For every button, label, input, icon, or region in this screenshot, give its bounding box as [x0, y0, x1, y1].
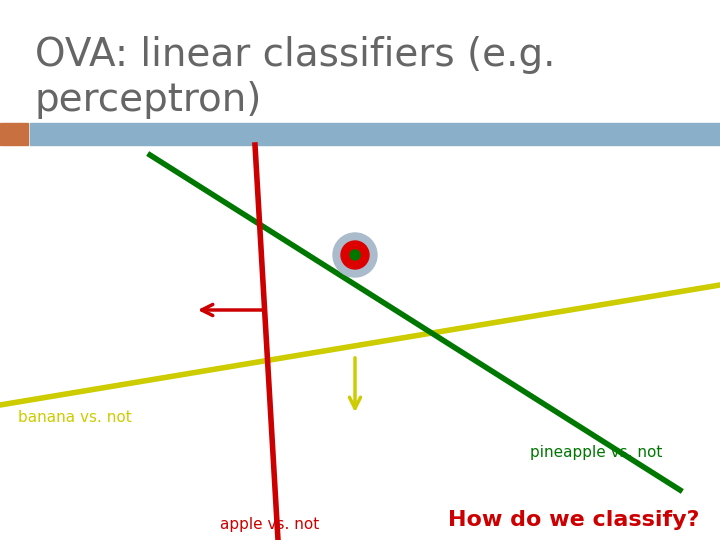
Text: pineapple vs. not: pineapple vs. not: [530, 445, 662, 460]
Bar: [0, 123, 28, 145]
Circle shape: [333, 233, 377, 277]
Bar: [30, 123, 720, 145]
Circle shape: [350, 250, 360, 260]
Text: OVA: linear classifiers (e.g.: OVA: linear classifiers (e.g.: [35, 36, 556, 74]
Text: apple vs. not: apple vs. not: [220, 517, 320, 532]
Text: perceptron): perceptron): [35, 81, 262, 119]
Text: banana vs. not: banana vs. not: [18, 410, 132, 425]
Text: How do we classify?: How do we classify?: [449, 510, 700, 530]
Circle shape: [341, 241, 369, 269]
